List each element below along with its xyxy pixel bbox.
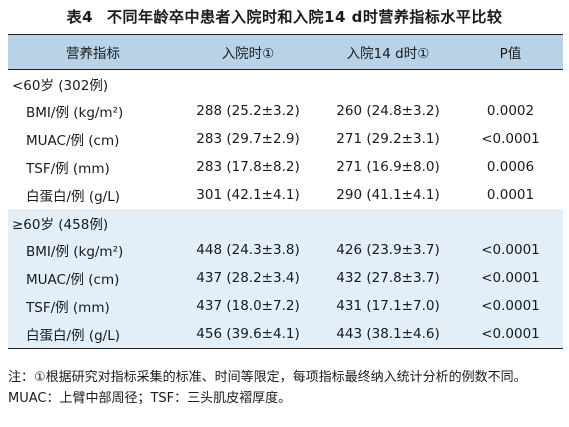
indicator-cell: 白蛋白/例 (g/L) <box>8 320 178 349</box>
day14-cell: 431 (17.1±7.0) <box>318 292 458 320</box>
admission-cell: 283 (17.8±8.2) <box>196 159 300 175</box>
header-indicator: 营养指标 <box>8 34 178 70</box>
table-row: MUAC/例 (cm) 437 (28.2±3.4) 432 (27.8±3.7… <box>8 264 563 292</box>
indicator-cell: BMI/例 (kg/m²) <box>26 105 124 121</box>
day14-cell: 271 (16.9±8.0) <box>336 159 440 175</box>
day14-cell: 443 (38.1±4.6) <box>318 320 458 349</box>
header-admission: 入院时① <box>178 34 318 70</box>
group-label: ≥60岁 (458例) <box>8 209 563 236</box>
table-footnote: 注：①根据研究对指标采集的标准、时间等限定，每项指标最终纳入统计分析的例数不同。… <box>8 370 527 406</box>
p-value-cell: 0.0006 <box>486 159 535 175</box>
indicator-cell: BMI/例 (kg/m²) <box>8 236 178 264</box>
table-row: MUAC/例 (cm) 283 (29.7±2.9) 271 (29.2±3.1… <box>8 125 563 153</box>
p-value-cell: 0.0002 <box>486 103 535 119</box>
p-value-cell: <0.0001 <box>458 264 563 292</box>
table-row: BMI/例 (kg/m²) 448 (24.3±3.8) 426 (23.9±3… <box>8 236 563 264</box>
group-row: <60岁 (302例) <box>8 70 563 98</box>
table-row: BMI/例 (kg/m²) 288 (25.2±3.2) 260 (24.8±3… <box>8 97 563 125</box>
table-title: 表4 不同年龄卒中患者入院时和入院14 d时营养指标水平比较 <box>0 6 569 27</box>
day14-cell: 271 (29.2±3.1) <box>336 131 440 147</box>
table-row: TSF/例 (mm) 283 (17.8±8.2) 271 (16.9±8.0)… <box>8 153 563 181</box>
admission-cell: 448 (24.3±3.8) <box>178 236 318 264</box>
nutrition-table: 营养指标 入院时① 入院14 d时① P值 <60岁 (302例) BMI/例 … <box>8 34 563 349</box>
table-number: 表4 <box>66 8 94 26</box>
table-row: TSF/例 (mm) 437 (18.0±7.2) 431 (17.1±7.0)… <box>8 292 563 320</box>
admission-cell: 437 (18.0±7.2) <box>178 292 318 320</box>
p-value-cell: <0.0001 <box>458 320 563 349</box>
admission-cell: 283 (29.7±2.9) <box>196 131 300 147</box>
indicator-cell: TSF/例 (mm) <box>8 292 178 320</box>
group-row: ≥60岁 (458例) <box>8 209 563 236</box>
table-caption: 不同年龄卒中患者入院时和入院14 d时营养指标水平比较 <box>107 8 503 26</box>
p-value-cell: <0.0001 <box>458 236 563 264</box>
indicator-cell: 白蛋白/例 (g/L) <box>26 189 121 205</box>
header-day14: 入院14 d时① <box>318 34 458 70</box>
admission-cell: 301 (42.1±4.1) <box>196 187 300 203</box>
table-row: 白蛋白/例 (g/L) 456 (39.6±4.1) 443 (38.1±4.6… <box>8 320 563 349</box>
indicator-cell: MUAC/例 (cm) <box>26 133 120 149</box>
group-label: <60岁 (302例) <box>12 77 109 94</box>
day14-cell: 260 (24.8±3.2) <box>336 103 440 119</box>
admission-cell: 456 (39.6±4.1) <box>178 320 318 349</box>
indicator-cell: TSF/例 (mm) <box>26 161 110 177</box>
day14-cell: 290 (41.1±4.1) <box>336 187 440 203</box>
p-value-cell: 0.0001 <box>486 187 535 203</box>
p-value-cell: <0.0001 <box>458 292 563 320</box>
day14-cell: 426 (23.9±3.7) <box>318 236 458 264</box>
admission-cell: 437 (28.2±3.4) <box>178 264 318 292</box>
table-row: 白蛋白/例 (g/L) 301 (42.1±4.1) 290 (41.1±4.1… <box>8 181 563 209</box>
admission-cell: 288 (25.2±3.2) <box>196 103 300 119</box>
header-p-value: P值 <box>458 34 563 70</box>
table-header-row: 营养指标 入院时① 入院14 d时① P值 <box>8 34 563 70</box>
p-value-cell: <0.0001 <box>481 131 540 147</box>
indicator-cell: MUAC/例 (cm) <box>8 264 178 292</box>
day14-cell: 432 (27.8±3.7) <box>318 264 458 292</box>
